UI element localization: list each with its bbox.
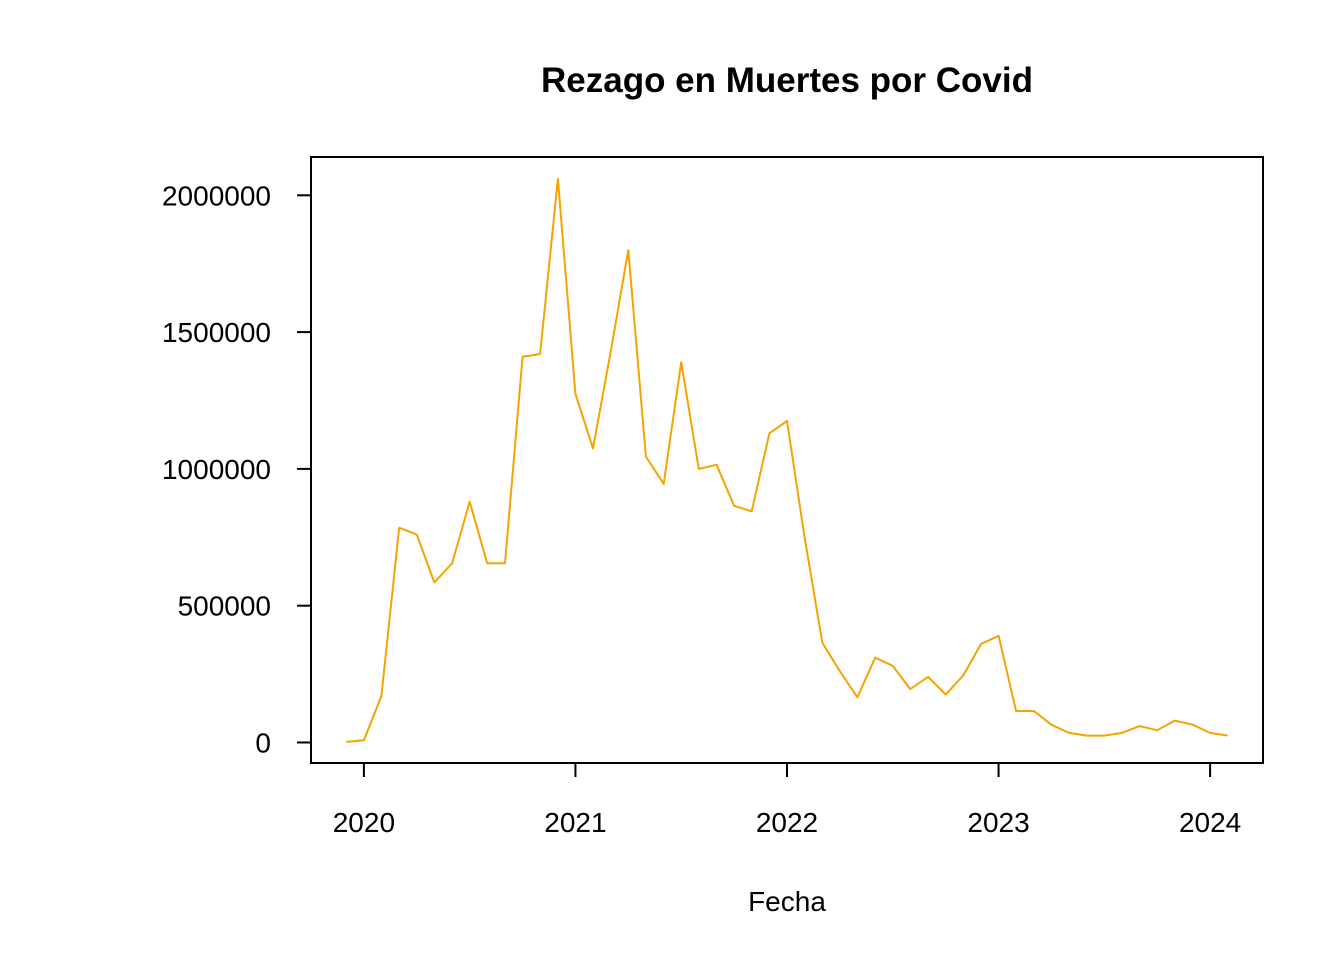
x-tick-label: 2021 [544, 807, 606, 838]
y-tick-label: 1000000 [162, 454, 271, 485]
y-tick-label: 500000 [178, 591, 271, 622]
y-axis: 0 500000 1000000 1500000 2000000 [162, 180, 312, 758]
plot-frame [310, 156, 1264, 764]
y-tick-label: 1500000 [162, 317, 271, 348]
series-line [346, 177, 1228, 743]
chart-title: Rezago en Muertes por Covid [541, 61, 1033, 100]
y-tick-label: 2000000 [162, 180, 271, 211]
x-axis: 2020 2021 2022 2023 2024 [333, 762, 1241, 838]
x-axis-label: Fecha [748, 886, 826, 917]
y-tick-label: 0 [255, 727, 271, 758]
x-tick-label: 2020 [333, 807, 395, 838]
x-tick-label: 2023 [967, 807, 1029, 838]
x-tick-label: 2024 [1179, 807, 1241, 838]
x-tick-label: 2022 [756, 807, 818, 838]
